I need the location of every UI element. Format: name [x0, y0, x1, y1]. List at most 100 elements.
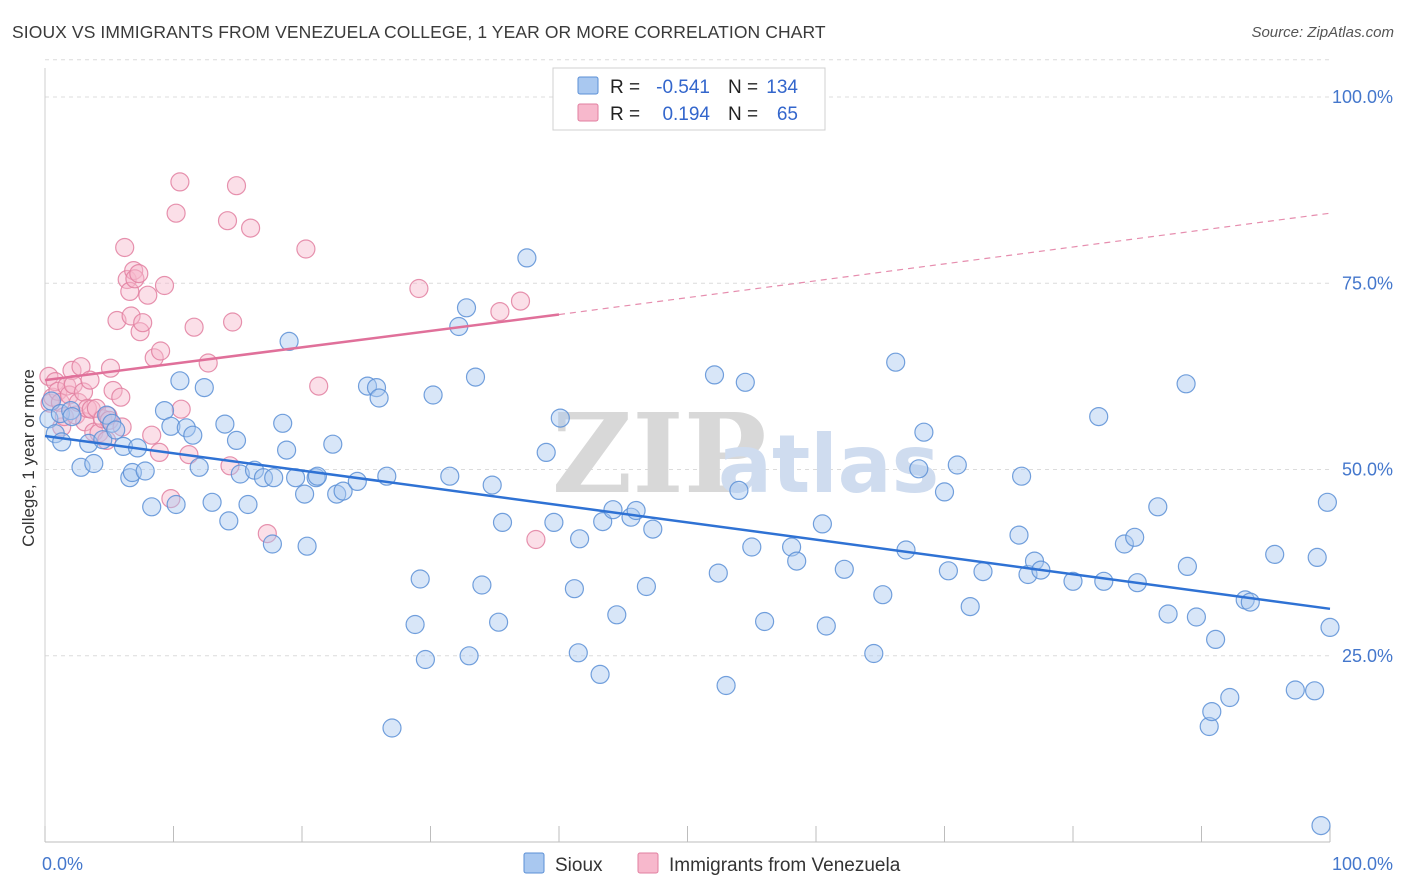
- venezuela-point: [241, 218, 261, 238]
- sioux-point: [277, 440, 297, 460]
- sioux-point: [307, 466, 327, 486]
- legend-n-label-sioux: N =: [728, 77, 758, 98]
- axes-layer: 25.0% 50.0% 75.0% 100.0% 0.0% 100.0%: [42, 68, 1393, 874]
- sioux-point: [369, 388, 389, 408]
- legend-r-label-venezuela: R =: [610, 104, 640, 125]
- sioux-point: [62, 407, 82, 427]
- series-venezuela-points: [39, 172, 546, 550]
- sioux-point: [716, 675, 736, 696]
- venezuela-point: [124, 261, 144, 281]
- watermark-zip: ZIP: [552, 389, 766, 518]
- bottom-legend-swatch-venezuela: [637, 852, 659, 874]
- sioux-point: [482, 475, 502, 495]
- venezuela-point: [296, 239, 316, 259]
- sioux-point: [170, 371, 190, 391]
- sioux-point: [219, 511, 239, 531]
- sioux-point: [569, 529, 590, 549]
- venezuela-trend-line: [44, 313, 560, 382]
- legend-n-value-venezuela: 65: [777, 104, 798, 125]
- venezuela-point: [257, 523, 277, 544]
- trend-lines: [44, 212, 1331, 611]
- sioux-point: [297, 536, 317, 556]
- sioux-point: [1285, 680, 1305, 700]
- sioux-point: [456, 298, 477, 318]
- sioux-point: [1063, 571, 1083, 591]
- sioux-point: [273, 413, 293, 433]
- sioux-point: [938, 561, 959, 581]
- sioux-point: [166, 494, 186, 515]
- y-tick-label: 50.0%: [1342, 460, 1393, 480]
- sioux-point: [636, 576, 657, 597]
- sioux-point: [52, 432, 72, 452]
- sioux-point: [834, 559, 854, 579]
- legend-r-label-sioux: R =: [610, 77, 640, 98]
- sioux-point: [729, 480, 749, 500]
- sioux-point: [1199, 716, 1219, 737]
- grid-layer: [45, 59, 1330, 657]
- sioux-point: [1158, 604, 1178, 624]
- sioux-point: [1176, 374, 1196, 394]
- x-tick-label-min: 0.0%: [42, 854, 83, 874]
- sioux-point: [226, 430, 247, 450]
- sioux-point: [1304, 681, 1325, 701]
- venezuela-point: [223, 312, 243, 332]
- sioux-point: [643, 519, 663, 539]
- y-tick-label: 75.0%: [1342, 273, 1393, 293]
- sioux-point: [934, 482, 955, 502]
- sioux-point: [603, 500, 623, 520]
- sioux-point: [704, 365, 725, 385]
- sioux-point: [1317, 492, 1338, 512]
- bottom-legend-label-venezuela: Immigrants from Venezuela: [669, 855, 901, 876]
- venezuela-point: [121, 306, 141, 326]
- sioux-point: [472, 575, 492, 595]
- venezuela-point: [111, 387, 131, 407]
- venezuela-point: [100, 358, 121, 378]
- venezuela-point: [184, 317, 204, 337]
- chart-title: SIOUX VS IMMIGRANTS FROM VENEZUELA COLLE…: [12, 22, 826, 42]
- venezuela-point: [103, 380, 123, 401]
- sioux-point: [323, 434, 343, 454]
- sioux-point: [262, 534, 282, 554]
- venezuela-point: [129, 264, 149, 284]
- y-axis-label: College, 1 year or more: [19, 369, 38, 547]
- sioux-point: [161, 416, 181, 436]
- sioux-point: [517, 248, 537, 268]
- venezuela-point: [133, 313, 153, 333]
- venezuela-point: [161, 489, 181, 509]
- venezuela-point: [166, 203, 186, 223]
- sioux-point: [423, 385, 443, 405]
- sioux-point: [781, 537, 802, 557]
- sioux-point: [947, 455, 967, 475]
- sioux-point: [1320, 617, 1340, 638]
- sioux-point: [415, 649, 435, 670]
- sioux-point: [607, 605, 627, 625]
- sioux-point: [238, 494, 258, 515]
- source-label: Source: ZipAtlas.com: [1251, 24, 1394, 41]
- sioux-point: [1089, 407, 1109, 427]
- sioux-point: [590, 664, 610, 685]
- sioux-point: [973, 561, 993, 582]
- top-legend: R = -0.541 N = 134 R = 0.194 N = 65: [552, 67, 826, 131]
- bottom-legend-swatch-sioux: [523, 852, 545, 874]
- sioux-point: [1186, 607, 1207, 627]
- sioux-point: [708, 563, 728, 583]
- legend-r-value-sioux: -0.541: [656, 77, 710, 98]
- sioux-point: [735, 372, 755, 392]
- venezuela-point: [198, 353, 218, 373]
- sioux-point: [189, 457, 209, 477]
- sioux-point: [71, 457, 91, 477]
- venezuela-trend-extension: [558, 212, 1331, 316]
- sioux-point: [1202, 701, 1222, 722]
- sioux-point: [568, 643, 588, 663]
- y-tick-label: 100.0%: [1332, 87, 1393, 107]
- sioux-point: [1220, 687, 1240, 708]
- sioux-point: [873, 585, 893, 605]
- venezuela-point: [309, 376, 329, 396]
- sioux-point: [215, 414, 235, 434]
- venezuela-point: [39, 366, 59, 386]
- sioux-point: [544, 512, 564, 533]
- sioux-point: [1240, 592, 1260, 612]
- sioux-point: [1265, 544, 1285, 565]
- sioux-point: [61, 401, 81, 421]
- watermark: ZIP atlas: [552, 389, 939, 518]
